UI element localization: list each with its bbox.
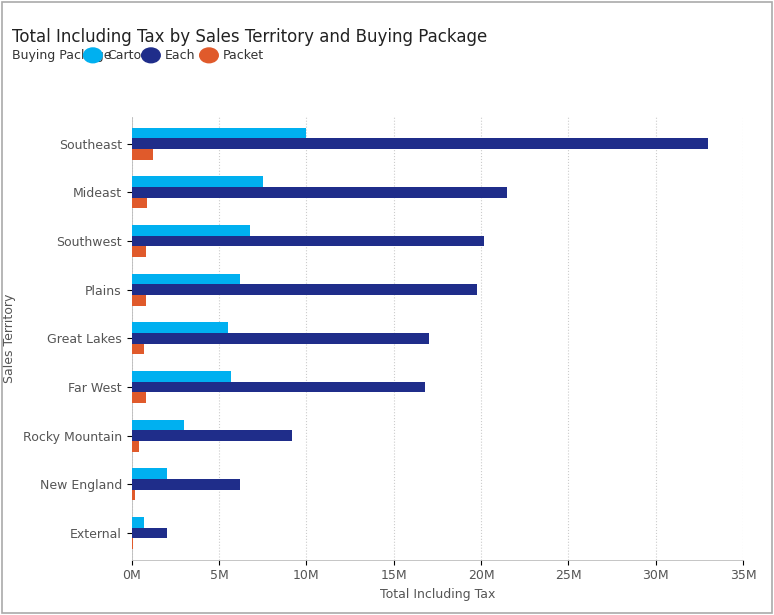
Bar	[132, 177, 262, 187]
Bar	[132, 274, 240, 284]
Bar	[132, 225, 250, 236]
Bar	[132, 538, 133, 549]
Bar	[132, 295, 146, 306]
Bar	[132, 127, 307, 138]
Bar	[132, 284, 478, 295]
Bar	[132, 187, 507, 197]
Bar	[132, 333, 429, 344]
Bar	[132, 322, 228, 333]
Bar	[132, 479, 240, 490]
Bar	[132, 441, 139, 451]
Y-axis label: Sales Territory: Sales Territory	[3, 293, 15, 383]
Bar	[132, 490, 135, 500]
Text: Carton: Carton	[107, 49, 149, 62]
Bar	[132, 468, 166, 479]
Bar	[132, 419, 184, 430]
Bar	[132, 236, 485, 246]
Bar	[132, 430, 293, 441]
Bar	[132, 138, 708, 149]
Bar	[132, 517, 144, 528]
Bar	[132, 392, 146, 403]
Text: Packet: Packet	[223, 49, 264, 62]
Bar	[132, 344, 144, 354]
Text: Buying Package: Buying Package	[12, 49, 111, 62]
Bar	[132, 149, 152, 160]
Bar	[132, 381, 425, 392]
Text: Total Including Tax by Sales Territory and Buying Package: Total Including Tax by Sales Territory a…	[12, 28, 487, 46]
Bar	[132, 528, 166, 538]
Bar	[132, 246, 146, 257]
X-axis label: Total Including Tax: Total Including Tax	[379, 588, 495, 601]
Bar	[132, 197, 147, 208]
Text: Each: Each	[165, 49, 195, 62]
Bar	[132, 371, 231, 381]
